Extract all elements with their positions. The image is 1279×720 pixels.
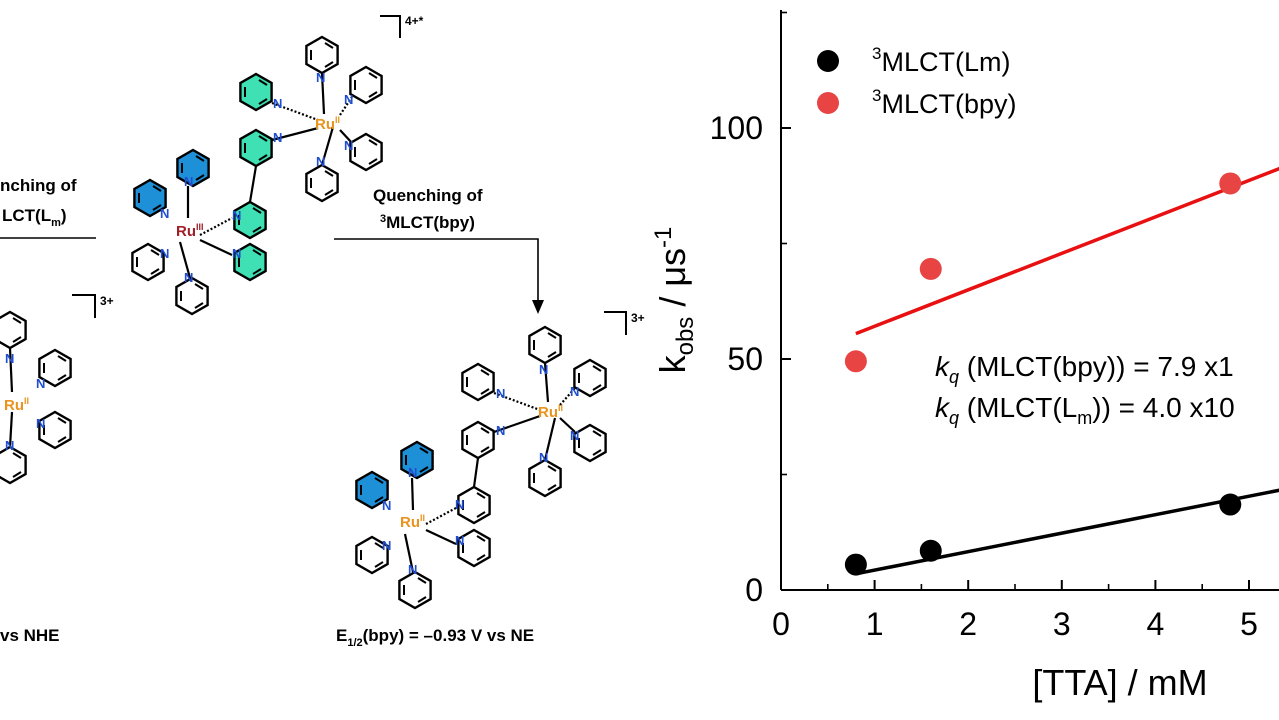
x-tick-label: 3 bbox=[1053, 606, 1071, 642]
nitrogen-label: N bbox=[344, 138, 353, 153]
nitrogen-label: N bbox=[539, 450, 548, 465]
data-point bbox=[1219, 493, 1242, 516]
ru-ii-label: RuII bbox=[4, 396, 29, 414]
nitrogen-label: N bbox=[160, 206, 169, 221]
x-tick-label: 4 bbox=[1147, 606, 1165, 642]
nitrogen-label: N bbox=[160, 246, 169, 261]
left-quench-label: nching of LCT(Lm) bbox=[0, 176, 96, 239]
legend-label-lm: 3MLCT(Lm) bbox=[872, 44, 1010, 77]
right-arrow-line2: 3MLCT(bpy) bbox=[380, 213, 475, 232]
data-point bbox=[919, 539, 942, 562]
x-tick-label: 0 bbox=[772, 606, 790, 642]
left-product-complex: 3+ RuII N N N N vs NHE bbox=[0, 294, 114, 645]
legend-marker-lm bbox=[817, 50, 839, 72]
reaction-scheme: RuII RuIII N N N N N N N N N N N N 4+* n… bbox=[0, 14, 645, 649]
nitrogen-label: N bbox=[496, 423, 505, 438]
legend: 3MLCT(Lm) 3MLCT(bpy) bbox=[817, 44, 1016, 119]
x-axis-title: [TTA] / mM bbox=[1032, 662, 1207, 703]
nitrogen-label: N bbox=[570, 428, 579, 443]
nitrogen-label: N bbox=[408, 562, 417, 577]
nitrogen-label: N bbox=[36, 376, 45, 391]
charge-label: 4+* bbox=[405, 14, 424, 28]
y-tick-label: 50 bbox=[727, 341, 763, 377]
annotation-kq-lm: kq (MLCT(Lm)) = 4.0 x10 bbox=[935, 392, 1235, 428]
plot-marks bbox=[844, 166, 1279, 576]
ru-ii-label: RuII bbox=[400, 513, 425, 531]
nitrogen-label: N bbox=[496, 386, 505, 401]
charge-label: 3+ bbox=[631, 311, 645, 325]
nitrogen-label: N bbox=[5, 438, 14, 453]
right-quench-label: Quenching of 3MLCT(bpy) bbox=[334, 186, 544, 314]
nitrogen-label: N bbox=[184, 270, 193, 285]
x-tick-label: 1 bbox=[866, 606, 884, 642]
fit-line bbox=[855, 488, 1279, 576]
nitrogen-label: N bbox=[232, 246, 241, 261]
nitrogen-label: N bbox=[570, 384, 579, 399]
legend-marker-bpy bbox=[817, 92, 839, 114]
nitrogen-label: N bbox=[539, 362, 548, 377]
nitrogen-label: N bbox=[455, 533, 464, 548]
nitrogen-label: N bbox=[382, 498, 391, 513]
nitrogen-label: N bbox=[455, 497, 464, 512]
nitrogen-label: N bbox=[408, 465, 417, 480]
y-tick-label: 100 bbox=[710, 110, 763, 146]
y-axis-title: kobs / μs-1 bbox=[650, 227, 699, 374]
nitrogen-label: N bbox=[344, 92, 353, 107]
ru-ii-label: RuII bbox=[538, 403, 563, 421]
arrow-head-icon bbox=[532, 300, 544, 314]
annotation-kq-bpy: kq (MLCT(bpy)) = 7.9 x1 bbox=[935, 351, 1234, 387]
data-point bbox=[844, 350, 867, 373]
right-arrow-line1: Quenching of bbox=[373, 186, 483, 205]
nitrogen-label: N bbox=[5, 351, 14, 366]
fit-line bbox=[855, 166, 1279, 336]
right-potential: E1/2(bpy) = –0.93 V vs NE bbox=[336, 626, 534, 649]
left-arrow-line2: LCT(Lm) bbox=[2, 206, 67, 229]
ru-iii-label: RuIII bbox=[176, 222, 204, 240]
legend-label-bpy: 3MLCT(bpy) bbox=[872, 86, 1016, 119]
charge-label: 3+ bbox=[100, 294, 114, 308]
nitrogen-label: N bbox=[273, 130, 282, 145]
nitrogen-label: N bbox=[232, 208, 241, 223]
x-tick-label: 5 bbox=[1240, 606, 1258, 642]
nitrogen-label: N bbox=[316, 70, 325, 85]
nitrogen-label: N bbox=[36, 416, 45, 431]
nitrogen-label: N bbox=[273, 96, 282, 111]
left-arrow-line1: nching of bbox=[0, 176, 77, 195]
data-point bbox=[919, 257, 942, 280]
right-product-complex: 3+ RuII RuII N N N N N N N N N N bbox=[336, 311, 645, 649]
data-point bbox=[1219, 172, 1242, 195]
ru-ii-label: RuII bbox=[315, 115, 340, 133]
nitrogen-label: N bbox=[316, 154, 325, 169]
nitrogen-label: N bbox=[184, 174, 193, 189]
y-tick-label: 0 bbox=[745, 572, 763, 608]
data-point bbox=[844, 553, 867, 576]
x-tick-label: 2 bbox=[959, 606, 977, 642]
left-potential: vs NHE bbox=[0, 626, 60, 645]
excited-state-complex: RuII RuIII N N N N N N N N N N N N 4+* bbox=[131, 14, 424, 316]
nitrogen-label: N bbox=[382, 538, 391, 553]
